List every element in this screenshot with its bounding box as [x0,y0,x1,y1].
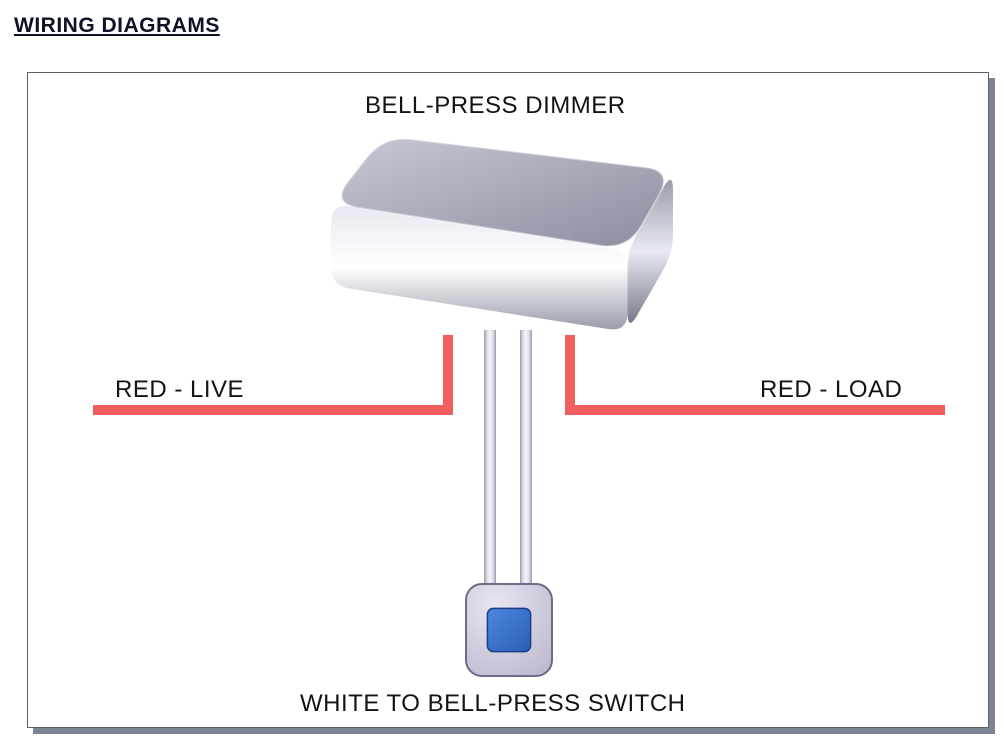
red-live-wire [93,405,453,415]
white-switch-label: WHITE TO BELL-PRESS SWITCH [300,690,686,718]
switch-icon [464,582,554,678]
dimmer-module [323,128,683,338]
white-wire-right [520,330,532,595]
red-load-label: RED - LOAD [760,376,902,404]
red-live-label: RED - LIVE [115,376,244,404]
page-title: WIRING DIAGRAMS [14,14,220,38]
dimmer-icon [323,128,683,338]
red-load-wire-vert [565,335,575,415]
diagram-title: BELL-PRESS DIMMER [365,92,626,120]
bell-press-switch [464,582,554,678]
red-live-wire-vert [443,335,453,415]
red-load-wire [565,405,945,415]
white-wire-left [484,330,496,595]
